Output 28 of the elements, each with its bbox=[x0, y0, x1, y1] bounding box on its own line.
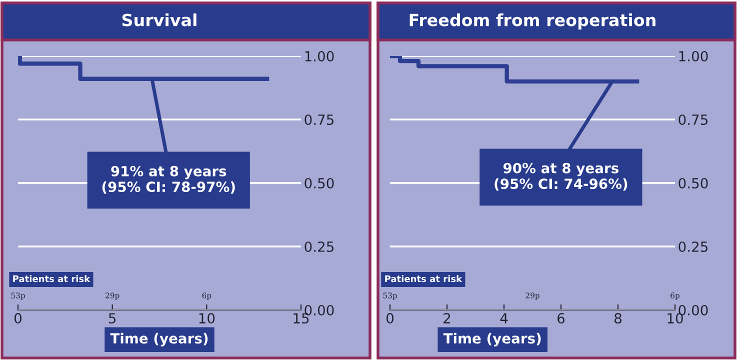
y-tick-label: 0.75 bbox=[678, 114, 708, 125]
chart-title: Survival bbox=[122, 13, 196, 26]
x-axis-title: Time (years) bbox=[443, 332, 541, 346]
x-axis-title: Time (years) bbox=[110, 332, 208, 346]
y-tick-label: 1.00 bbox=[305, 50, 334, 62]
y-tick-label: 0.75 bbox=[304, 114, 334, 125]
x-tick-label: 5 bbox=[108, 313, 116, 324]
y-tick-label: 0.00 bbox=[304, 304, 334, 316]
x-tick-label: 4 bbox=[500, 313, 508, 324]
y-tick-label: 0.25 bbox=[678, 241, 708, 252]
annotation: Patients at risk bbox=[385, 275, 462, 282]
y-tick-label: 0.50 bbox=[304, 178, 334, 188]
x-tick-label: 8 bbox=[614, 313, 622, 324]
y-tick-label: 0.25 bbox=[304, 241, 334, 252]
y-tick-label: 0.50 bbox=[678, 178, 708, 188]
annotation: 91% at 8 years (95% CI: 78-97%) bbox=[102, 166, 235, 194]
x-tick-label: 0 bbox=[14, 313, 22, 324]
x-tick-label: 10 bbox=[668, 313, 683, 324]
chart-title: Freedom from reoperation bbox=[410, 13, 656, 30]
x-tick-label: 15 bbox=[294, 313, 309, 324]
annotation: 90% at 8 years (95% CI: 74-96%) bbox=[494, 162, 628, 191]
x-tick-label: 2 bbox=[444, 313, 450, 324]
x-tick-label: 6 bbox=[558, 313, 565, 324]
y-tick-label: 0.00 bbox=[678, 304, 708, 316]
annotation: Patients at risk bbox=[13, 275, 90, 282]
y-tick-label: 1.00 bbox=[679, 50, 708, 62]
x-tick-label: 10 bbox=[199, 313, 215, 324]
x-tick-label: 0 bbox=[386, 313, 394, 324]
